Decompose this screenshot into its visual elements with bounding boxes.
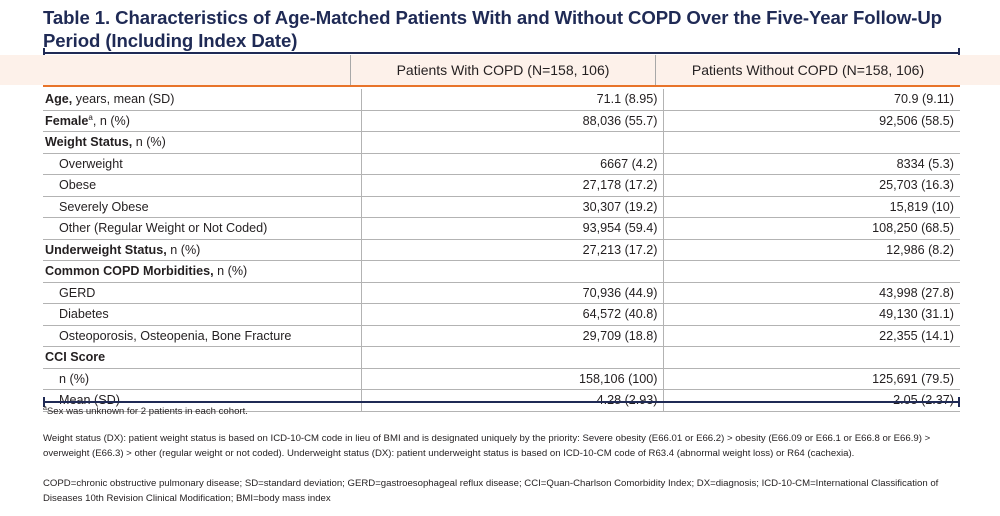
table-row: Obese 27,178 (17.2) 25,703 (16.3) (43, 174, 960, 197)
row-label: Other (Regular Weight or Not Coded) (43, 217, 362, 240)
table-bottom-rule (43, 397, 960, 407)
column-header-without-copd: Patients Without COPD (N=158, 106) (691, 62, 925, 78)
row-label: Mean (SD) (43, 389, 362, 412)
row-label: Osteoporosis, Osteopenia, Bone Fracture (43, 325, 362, 347)
table-row: Other (Regular Weight or Not Coded) 93,95… (43, 217, 960, 240)
table-row: CCI Score (43, 346, 960, 369)
footnote-marker: a (43, 404, 47, 412)
table-row: Osteoporosis, Osteopenia, Bone Fracture 2… (43, 325, 960, 347)
value-without-copd: 2.05 (2.37) (663, 389, 960, 412)
value-without-copd: 108,250 (68.5) (663, 217, 960, 240)
table-row: Underweight Status, n (%) 27,213 (17.2) 12… (43, 239, 960, 261)
row-label: Common COPD Morbidities, n (%) (43, 260, 362, 283)
value-with-copd: 71.1 (8.95) (361, 89, 664, 111)
footnote-abbreviations: COPD=chronic obstructive pulmonary disea… (43, 478, 939, 504)
value-without-copd (663, 260, 960, 283)
value-with-copd: 64,572 (40.8) (361, 303, 664, 326)
value-with-copd: 6667 (4.2) (361, 153, 664, 175)
row-label: Severely Obese (43, 196, 362, 218)
header-rule (43, 85, 960, 87)
table-row: n (%) 158,106 (100) 125,691 (79.5) (43, 368, 960, 390)
header-divider (655, 55, 656, 85)
row-label: Diabetes (43, 303, 362, 326)
column-header-row: Patients With COPD (N=158, 106) Patients… (0, 55, 1000, 85)
footnote-sex: aSex was unknown for 2 patients in each … (43, 404, 963, 419)
value-with-copd: 27,213 (17.2) (361, 239, 664, 261)
table-row: Severely Obese 30,307 (19.2) 15,819 (10) (43, 196, 960, 218)
row-label: Age, years, mean (SD) (43, 89, 362, 111)
value-without-copd: 70.9 (9.11) (663, 89, 960, 111)
value-with-copd (361, 346, 664, 369)
value-without-copd (663, 346, 960, 369)
table-row: Overweight 6667 (4.2) 8334 (5.3) (43, 153, 960, 175)
value-with-copd: 30,307 (19.2) (361, 196, 664, 218)
value-without-copd: 49,130 (31.1) (663, 303, 960, 326)
table-row: Mean (SD)4.28 (2.93)2.05 (2.37) (43, 389, 960, 412)
value-with-copd (361, 131, 664, 154)
row-label: Femalea, n (%) (43, 110, 362, 132)
value-with-copd: 158,106 (100) (361, 368, 664, 390)
value-with-copd: 4.28 (2.93) (361, 389, 664, 412)
value-with-copd: 27,178 (17.2) (361, 174, 664, 197)
row-label: Weight Status, n (%) (43, 131, 362, 154)
footnote-sex-text: Sex was unknown for 2 patients in each c… (46, 406, 248, 417)
row-label: Underweight Status, n (%) (43, 239, 362, 261)
row-label: Obese (43, 174, 362, 197)
row-label: n (%) (43, 368, 362, 390)
row-label: Overweight (43, 153, 362, 175)
column-header-with-copd: Patients With COPD (N=158, 106) (396, 62, 610, 78)
value-with-copd (361, 260, 664, 283)
value-without-copd: 15,819 (10) (663, 196, 960, 218)
row-label: GERD (43, 282, 362, 304)
value-without-copd: 25,703 (16.3) (663, 174, 960, 197)
value-without-copd: 22,355 (14.1) (663, 325, 960, 347)
value-without-copd: 125,691 (79.5) (663, 368, 960, 390)
title-rule (43, 48, 960, 58)
header-divider (350, 55, 351, 85)
row-label: CCI Score (43, 346, 362, 369)
value-without-copd (663, 131, 960, 154)
table-row: GERD 70,936 (44.9) 43,998 (27.8) (43, 282, 960, 304)
value-with-copd: 88,036 (55.7) (361, 110, 664, 132)
value-with-copd: 93,954 (59.4) (361, 217, 664, 240)
table-row: Common COPD Morbidities, n (%) (43, 260, 960, 283)
value-with-copd: 70,936 (44.9) (361, 282, 664, 304)
value-with-copd: 29,709 (18.8) (361, 325, 664, 347)
footnote-weight-status: Weight status (DX): patient weight statu… (43, 433, 931, 459)
table-row: Femalea, n (%) 88,036 (55.7) 92,506 (58.5) (43, 110, 960, 132)
value-without-copd: 12,986 (8.2) (663, 239, 960, 261)
table-row: Weight Status, n (%) (43, 131, 960, 154)
value-without-copd: 8334 (5.3) (663, 153, 960, 175)
value-without-copd: 92,506 (58.5) (663, 110, 960, 132)
table-title: Table 1. Characteristics of Age-Matched … (43, 7, 942, 51)
value-without-copd: 43,998 (27.8) (663, 282, 960, 304)
characteristics-table: Age, years, mean (SD) 71.1 (8.95) 70.9 (9.… (43, 89, 960, 412)
table-row: Age, years, mean (SD) 71.1 (8.95) 70.9 (9.… (43, 89, 960, 111)
table-row: Diabetes 64,572 (40.8) 49,130 (31.1) (43, 303, 960, 326)
